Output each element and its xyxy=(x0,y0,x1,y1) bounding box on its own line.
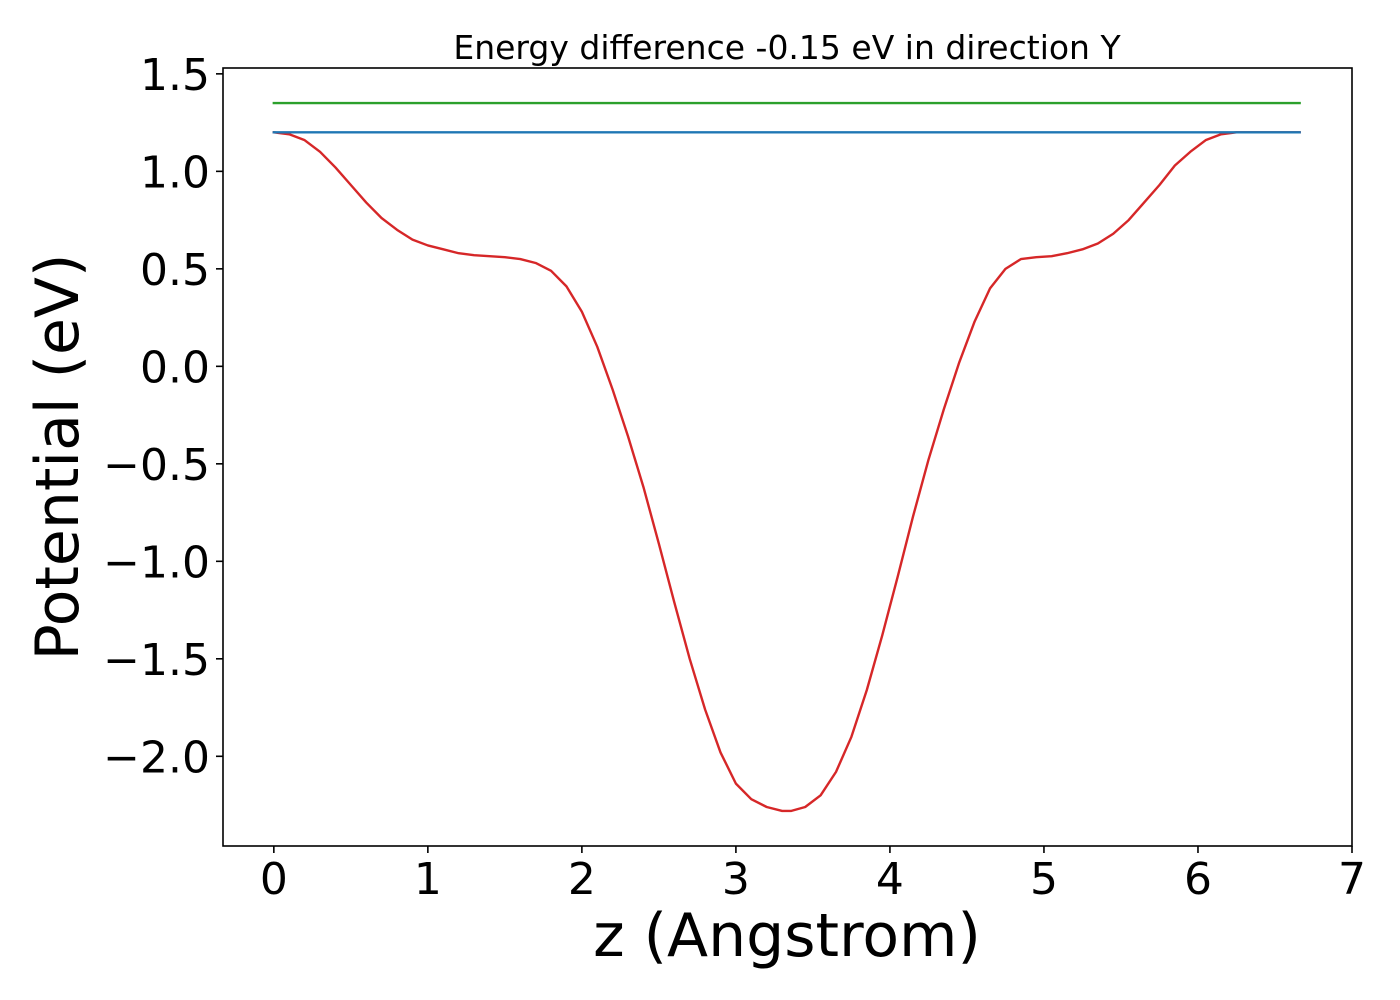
x-axis-title: z (Angstrom) xyxy=(593,901,981,971)
x-tick-label: 2 xyxy=(568,854,596,905)
x-tick-label: 6 xyxy=(1184,854,1212,905)
y-tick-label: −0.5 xyxy=(103,440,210,491)
series-layer xyxy=(272,101,1301,813)
series-line-0 xyxy=(272,131,1301,813)
plot-frame xyxy=(222,67,1353,847)
y-tick-label: −1.5 xyxy=(103,635,210,686)
x-tick-label: 5 xyxy=(1030,854,1058,905)
y-tick-label: 1.0 xyxy=(140,147,210,198)
y-tick-label: −2.0 xyxy=(103,732,210,783)
x-tick-label: 7 xyxy=(1338,854,1366,905)
x-tick-label: 4 xyxy=(876,854,904,905)
y-tick-label: 0.5 xyxy=(140,245,210,296)
y-tick-label: 0.0 xyxy=(140,342,210,393)
y-tick-label: −1.0 xyxy=(103,537,210,588)
chart-title: Energy difference -0.15 eV in direction … xyxy=(453,28,1121,67)
ticks-layer: 0 1 2 3 4 5 6 7 −2.0 −1.5 −1.0 −0.5 0.0 0.5 1.0 1.5 xyxy=(103,50,1366,905)
y-tick-label: 1.5 xyxy=(140,50,210,101)
x-tick-label: 3 xyxy=(722,854,750,905)
y-axis-title: Potential (eV) xyxy=(23,254,93,661)
x-tick-label: 1 xyxy=(414,854,442,905)
x-tick-label: 0 xyxy=(260,854,288,905)
